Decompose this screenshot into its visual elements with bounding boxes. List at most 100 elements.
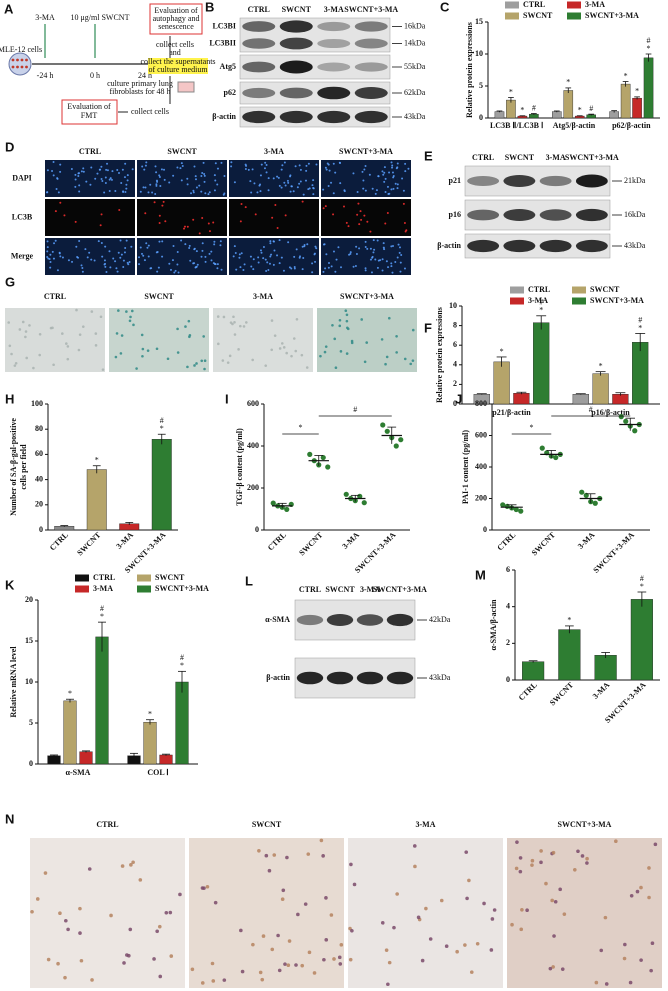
cell — [264, 853, 269, 858]
cell — [259, 249, 262, 252]
cell — [210, 259, 213, 262]
cell — [464, 850, 469, 854]
cell — [164, 220, 167, 223]
cell — [120, 864, 125, 868]
cell — [156, 180, 159, 183]
cell — [216, 315, 220, 318]
cell — [515, 840, 519, 844]
data-point — [270, 500, 276, 506]
cell — [78, 931, 82, 935]
bar — [86, 469, 107, 531]
cell — [142, 254, 145, 257]
cell — [96, 172, 99, 175]
cell — [238, 256, 241, 259]
cell — [280, 186, 283, 189]
x-tick-label: 3-MA — [576, 530, 597, 551]
cell — [510, 922, 514, 927]
cell — [161, 240, 164, 243]
bar — [47, 755, 61, 765]
cell — [382, 242, 385, 245]
cell — [163, 168, 166, 171]
x-tick-label: 3-MA — [591, 680, 612, 701]
cell — [108, 250, 111, 253]
cell — [604, 982, 609, 986]
legend-swatch — [567, 1, 581, 9]
significance: * — [68, 689, 72, 698]
band — [354, 62, 388, 72]
bar — [594, 655, 617, 681]
significance: # — [640, 574, 644, 583]
cell — [374, 258, 377, 261]
cell — [329, 913, 334, 917]
bar — [643, 57, 654, 119]
legend-label: CTRL — [528, 285, 550, 294]
cell — [350, 928, 354, 933]
cell — [21, 320, 25, 324]
cell — [200, 981, 205, 985]
kda-label: 42kDa — [429, 615, 451, 624]
cell — [198, 184, 201, 187]
cell — [194, 178, 197, 181]
cell — [153, 201, 156, 204]
cell — [128, 927, 133, 932]
band — [279, 87, 313, 99]
cell — [285, 351, 288, 355]
y-tick-label: 4 — [506, 601, 510, 610]
cell — [194, 175, 197, 178]
cell — [364, 269, 367, 272]
cell — [322, 243, 325, 246]
cell — [233, 333, 237, 336]
cell — [302, 193, 305, 196]
cell — [90, 258, 93, 261]
x-tick-label: LC3B Ⅱ/LC3B Ⅰ — [490, 121, 543, 130]
cell — [43, 871, 48, 875]
cell — [409, 362, 413, 366]
cell — [262, 245, 265, 248]
cell — [355, 245, 358, 248]
cell — [61, 332, 64, 335]
cell — [157, 266, 160, 269]
cell — [287, 241, 290, 244]
cell — [57, 191, 60, 194]
cell — [192, 189, 195, 192]
cell — [122, 190, 125, 193]
lane-label: SWCNT — [325, 585, 355, 594]
cell — [124, 190, 127, 193]
cell — [163, 178, 166, 181]
band — [242, 110, 276, 124]
cell — [294, 349, 298, 353]
legend-label: SWCNT — [155, 573, 185, 582]
cell — [280, 256, 283, 259]
data-point — [361, 500, 367, 506]
cell — [311, 262, 314, 265]
cell — [203, 180, 206, 183]
cell — [56, 269, 59, 272]
cell — [139, 190, 142, 193]
cell — [403, 357, 407, 361]
cell — [345, 352, 349, 355]
cell — [404, 170, 407, 173]
cell — [120, 181, 123, 184]
cell — [260, 163, 263, 166]
cell — [349, 862, 353, 867]
cell — [114, 355, 118, 359]
cell — [539, 860, 543, 865]
cell — [286, 179, 289, 182]
cell — [338, 324, 342, 328]
cell — [75, 245, 78, 248]
cell — [490, 917, 495, 921]
cell — [265, 171, 268, 174]
cell — [52, 257, 55, 260]
cell — [475, 941, 480, 946]
y-tick-label: 0 — [506, 675, 510, 684]
cell — [289, 190, 292, 193]
cell — [267, 269, 270, 272]
cell — [548, 966, 553, 971]
band — [386, 613, 414, 627]
cell — [324, 345, 328, 348]
cell — [205, 884, 210, 889]
cell — [65, 342, 68, 345]
cell — [213, 243, 216, 246]
cell — [345, 319, 349, 323]
significance: * — [635, 87, 639, 96]
